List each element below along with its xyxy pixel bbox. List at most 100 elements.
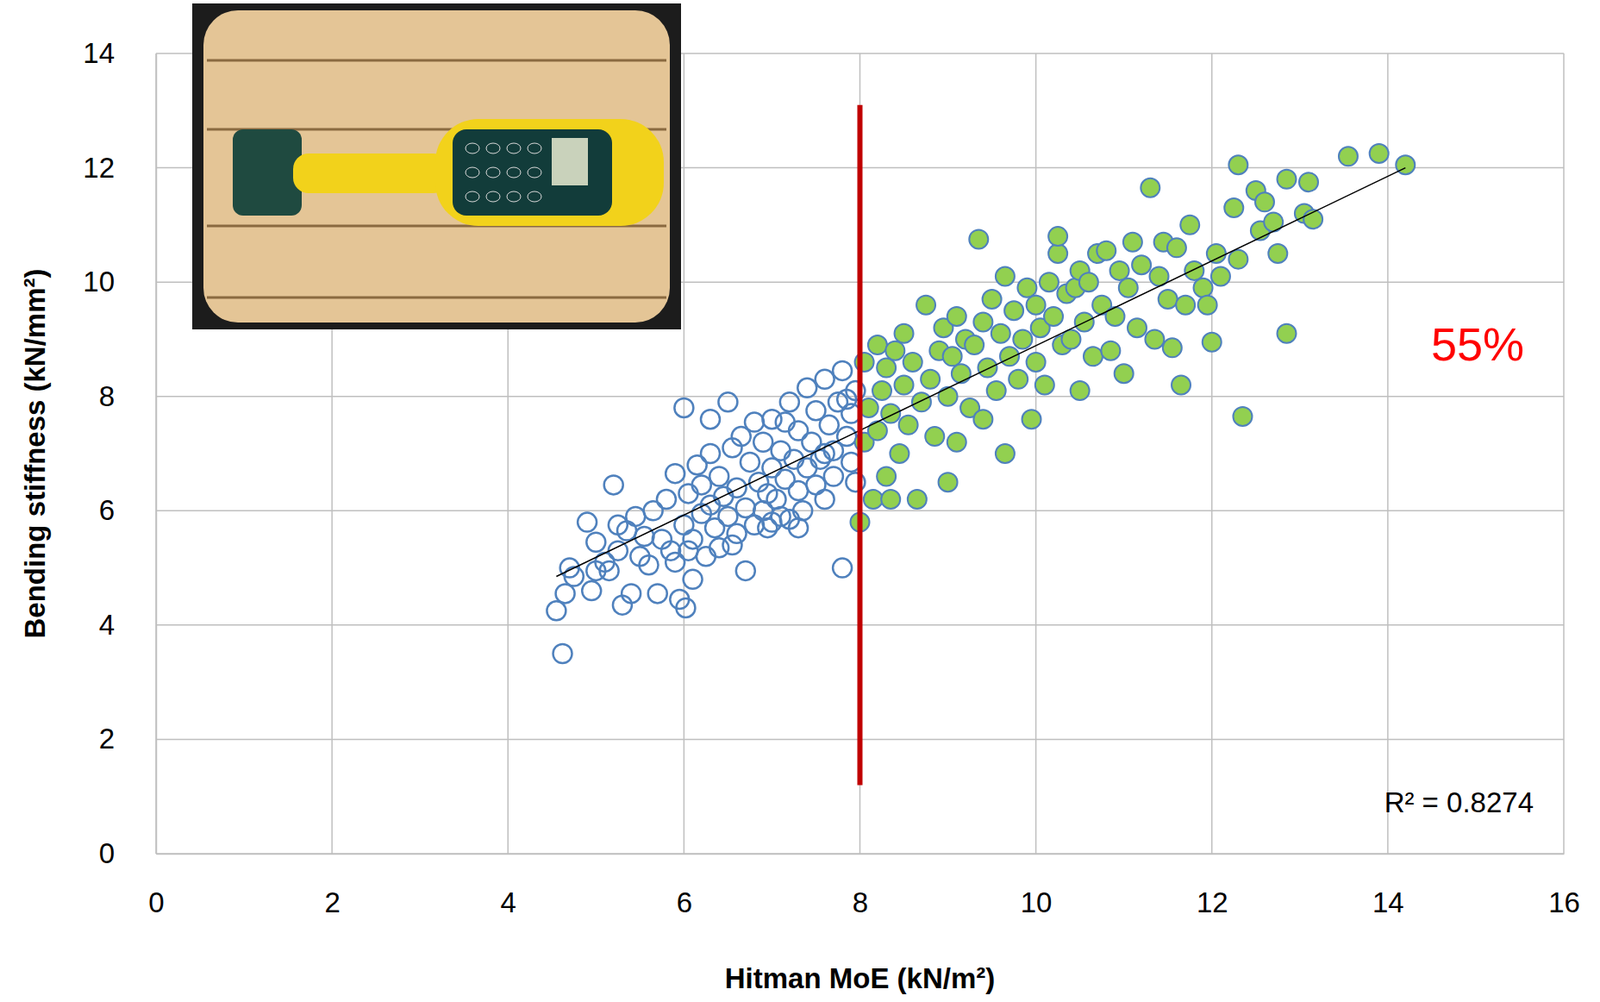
point — [1198, 295, 1218, 315]
point — [1114, 363, 1134, 383]
x-tick-label: 14 — [1372, 886, 1405, 919]
device-key — [486, 167, 500, 178]
y-tick: 8 — [99, 380, 157, 413]
point — [1017, 278, 1037, 298]
device-key — [506, 143, 521, 154]
point — [1206, 243, 1226, 263]
point — [903, 352, 923, 372]
point — [1175, 295, 1195, 315]
point — [604, 475, 624, 494]
point — [678, 483, 698, 503]
point — [608, 515, 628, 535]
y-tick: 2 — [99, 722, 157, 755]
point — [1277, 169, 1297, 189]
point — [991, 324, 1011, 344]
x-tick-label: 6 — [676, 886, 693, 919]
point — [1193, 278, 1213, 298]
device-key — [465, 167, 480, 178]
device-key — [486, 143, 500, 154]
device-key — [527, 191, 542, 202]
photo-wood — [203, 10, 670, 323]
point — [899, 415, 919, 435]
point — [977, 358, 997, 378]
x-tick-label: 4 — [500, 886, 517, 919]
point — [1026, 352, 1046, 372]
point — [876, 358, 896, 378]
device-handle — [293, 153, 449, 194]
y-axis-line — [156, 54, 158, 855]
point — [938, 387, 958, 407]
inset-photo — [192, 3, 682, 330]
x-axis-line — [156, 853, 1565, 856]
point — [762, 458, 782, 478]
annotation: R² = 0.8274 — [1384, 786, 1534, 819]
point — [947, 432, 967, 452]
point — [736, 561, 756, 581]
point — [718, 392, 738, 412]
point — [1127, 318, 1147, 338]
point — [696, 546, 716, 566]
point — [705, 518, 725, 538]
point — [1105, 306, 1125, 326]
point — [1110, 261, 1130, 281]
point — [692, 475, 712, 494]
point — [868, 420, 888, 440]
device-key — [506, 191, 521, 202]
point — [639, 555, 659, 575]
y-tick: 4 — [99, 608, 157, 641]
annotation: 55% — [1431, 318, 1525, 370]
point — [762, 512, 782, 532]
point — [868, 335, 888, 355]
x-tick: 12 — [1196, 853, 1229, 919]
point — [744, 515, 764, 535]
point — [757, 483, 777, 503]
point — [872, 381, 892, 400]
point — [797, 378, 817, 398]
point — [1224, 198, 1244, 218]
point — [736, 498, 756, 518]
point — [1022, 409, 1042, 429]
plot-area — [546, 105, 1415, 786]
point — [700, 443, 720, 463]
x-axis-title: Hitman MoE (kN/m²) — [725, 962, 996, 994]
point — [968, 229, 988, 249]
point — [621, 583, 641, 603]
point — [709, 467, 729, 487]
point — [740, 452, 760, 472]
point — [1100, 341, 1120, 361]
y-tick: 6 — [99, 493, 157, 526]
point — [995, 443, 1015, 463]
x-tick: 8 — [852, 853, 869, 919]
point — [815, 369, 835, 389]
point — [727, 524, 747, 544]
point — [553, 643, 573, 663]
point — [801, 432, 821, 452]
point — [788, 518, 808, 538]
scatter-series — [546, 361, 865, 663]
point — [1043, 306, 1063, 326]
y-axis-title: Bending stiffness (kN/mm²) — [18, 268, 51, 638]
point — [894, 375, 914, 394]
y-tick: 10 — [82, 265, 157, 298]
point — [683, 569, 703, 589]
x-grid-line — [1562, 53, 1565, 854]
y-tick-label: 8 — [99, 380, 115, 413]
point — [678, 541, 698, 561]
y-tick-label: 0 — [99, 837, 115, 869]
y-grid-line — [156, 852, 1564, 855]
y-tick-label: 14 — [82, 37, 115, 69]
x-tick: 10 — [1020, 853, 1053, 919]
point — [656, 489, 676, 509]
point — [675, 598, 695, 618]
x-tick: 4 — [500, 853, 517, 919]
x-tick: 14 — [1372, 853, 1405, 919]
point — [1255, 192, 1275, 212]
point — [1012, 329, 1032, 349]
point — [1369, 143, 1389, 163]
point — [625, 506, 645, 526]
photo-plank-edge — [206, 296, 667, 300]
y-tick: 14 — [82, 37, 157, 69]
point — [837, 389, 857, 409]
point — [1123, 232, 1143, 252]
point — [912, 392, 932, 412]
